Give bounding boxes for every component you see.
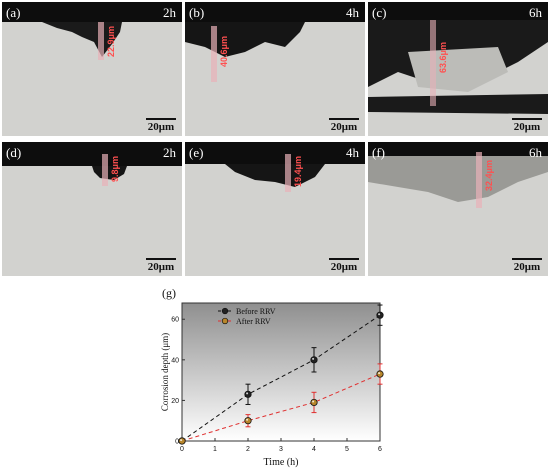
depth-measurement: 32.4μm <box>484 160 494 192</box>
data-point-highlight <box>180 439 183 442</box>
exposure-time: 2h <box>163 145 176 160</box>
scale-bar: 20μm <box>329 118 359 133</box>
x-tick-label: 4 <box>312 446 316 453</box>
x-tick-label: 2 <box>246 446 250 453</box>
x-axis-label: Time (h) <box>264 457 299 468</box>
data-point-highlight <box>312 357 315 360</box>
panel-label: (a) <box>6 5 21 20</box>
depth-measurement: 63.6μm <box>438 42 448 74</box>
y-tick-label: 0 <box>175 439 179 446</box>
data-point <box>244 390 252 398</box>
x-tick-label: 1 <box>213 446 217 453</box>
micrograph-panel-a: (a) 2h 22.9μm 20μm <box>2 2 182 136</box>
micrograph-panel-e: (e) 4h 19.4μm 20μm <box>185 142 365 276</box>
exposure-time: 6h <box>529 145 542 160</box>
exposure-time: 4h <box>346 5 359 20</box>
chart-svg: (g) Time (h) Corrosion depth (μm) 0 1 2 3 4 5… <box>160 286 384 468</box>
scale-bar-label: 20μm <box>147 121 175 133</box>
micrograph-image <box>185 142 365 192</box>
panel-label: (d) <box>6 145 22 160</box>
corrosion-depth-chart: (g) Time (h) Corrosion depth (μm) 0 1 2 3 4 5… <box>160 285 390 468</box>
data-point <box>310 356 318 364</box>
y-tick-label: 20 <box>171 398 179 405</box>
micrograph-image <box>368 142 548 208</box>
depth-measurement: 19.4μm <box>293 156 303 188</box>
micrograph-panel-d: (d) 2h 9.8μm 20μm <box>2 142 182 276</box>
data-point <box>310 398 318 407</box>
legend-label: Before RRV <box>236 307 276 316</box>
data-point <box>376 370 384 378</box>
micrograph-image <box>2 2 182 60</box>
x-tick-label: 0 <box>180 446 184 453</box>
scale-bar-label: 20μm <box>147 261 175 273</box>
micrograph-image <box>185 2 365 82</box>
scale-bar: 20μm <box>512 118 542 133</box>
panel-label: (b) <box>189 5 205 20</box>
legend-marker <box>221 317 229 325</box>
exposure-time: 4h <box>346 145 359 160</box>
depth-measurement: 22.9μm <box>106 26 116 58</box>
x-tick-label: 6 <box>378 446 382 453</box>
legend-label: After RRV <box>236 317 271 326</box>
exposure-time: 2h <box>163 5 176 20</box>
depth-measurement: 9.8μm <box>110 156 120 183</box>
scale-bar: 20μm <box>146 258 176 273</box>
micrograph-panel-b: (b) 4h 40.6μm 20μm <box>185 2 365 136</box>
data-point <box>244 417 252 425</box>
data-point-highlight <box>312 400 315 403</box>
scale-bar: 20μm <box>512 258 542 273</box>
data-point-highlight <box>246 418 249 421</box>
panel-label: (g) <box>162 286 176 300</box>
scale-bar-label: 20μm <box>513 261 541 273</box>
plot-area <box>181 302 381 442</box>
y-tick-label: 40 <box>171 357 179 364</box>
depth-measurement: 40.6μm <box>219 36 229 68</box>
data-point <box>178 437 186 445</box>
data-point-highlight <box>246 392 249 395</box>
scale-bar: 20μm <box>329 258 359 273</box>
data-point-highlight <box>378 313 381 316</box>
scale-bar-label: 20μm <box>513 121 541 133</box>
x-tick-label: 3 <box>279 446 283 453</box>
panel-label: (c) <box>372 5 387 20</box>
legend-marker <box>221 307 229 315</box>
y-axis-label: Corrosion depth (μm) <box>160 333 170 411</box>
micrograph-image <box>2 142 182 186</box>
scale-bar: 20μm <box>146 118 176 133</box>
data-point-highlight <box>378 372 381 375</box>
scale-bar-label: 20μm <box>330 121 358 133</box>
data-point <box>376 311 384 319</box>
x-tick-label: 5 <box>345 446 349 453</box>
panel-label: (e) <box>189 145 204 160</box>
exposure-time: 6h <box>529 5 542 20</box>
micrograph-image <box>368 2 548 114</box>
panel-label: (f) <box>372 145 385 160</box>
micrograph-panel-c: (c) 6h 63.6μm 20μm <box>368 2 548 136</box>
scale-bar-label: 20μm <box>330 261 358 273</box>
y-tick-label: 60 <box>171 317 179 324</box>
micrograph-panel-f: (f) 6h 32.4μm 20μm <box>368 142 548 276</box>
